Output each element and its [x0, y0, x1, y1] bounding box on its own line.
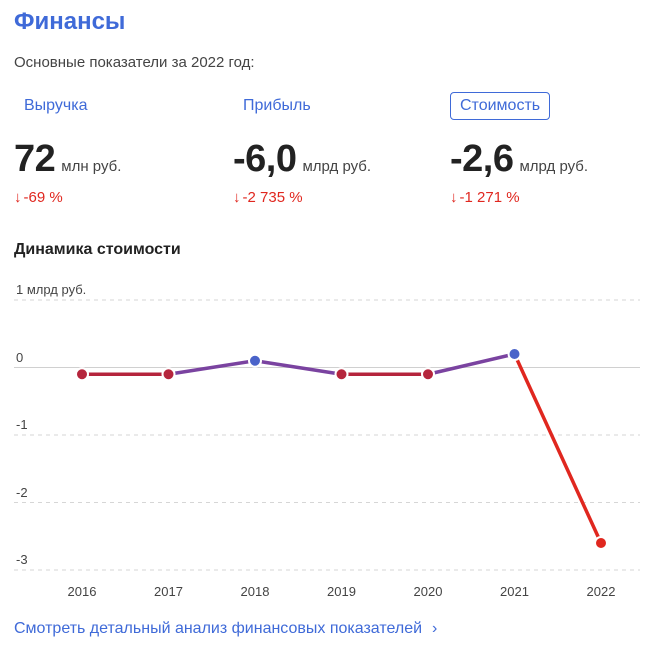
metric-value-cost: Стоимость -2,6 млрд руб. ↓ -1 271 % [450, 92, 654, 206]
x-tick-label: 2017 [154, 584, 183, 599]
metric-value: -6,0 [233, 138, 297, 180]
metric-profit: Прибыль -6,0 млрд руб. ↓ -2 735 % [233, 92, 443, 206]
data-point[interactable] [507, 347, 522, 361]
data-point[interactable] [421, 367, 435, 382]
x-tick-label: 2021 [500, 584, 529, 599]
x-tick-label: 2018 [240, 584, 270, 599]
data-point[interactable] [161, 367, 176, 382]
detailed-analysis-link-label: Смотреть детальный анализ финансовых пок… [14, 620, 423, 637]
page-subtitle: Основные показатели за 2022 год: [14, 54, 255, 71]
metric-value: -2,6 [450, 138, 514, 180]
metric-change: ↓ -1 271 % [450, 189, 654, 206]
tab-revenue[interactable]: Выручка [24, 97, 88, 114]
series-line-segment [166, 359, 257, 376]
page-title: Финансы [14, 8, 126, 35]
x-tick-label: 2016 [67, 584, 97, 599]
data-point[interactable] [594, 536, 608, 550]
metric-value: 72 [14, 138, 56, 180]
y-tick-label: -1 [16, 417, 28, 432]
data-point[interactable] [75, 367, 89, 382]
metric-unit: млрд руб. [302, 158, 372, 175]
chevron-right-icon: › [432, 620, 438, 637]
tab-cost[interactable]: Стоимость [450, 92, 551, 120]
y-tick-label: -3 [16, 552, 28, 567]
metric-unit: млрд руб. [519, 158, 589, 175]
line-chart [14, 299, 640, 571]
metric-change: ↓ -2 735 % [233, 189, 443, 206]
y-tick-label: 0 [16, 349, 24, 365]
arrow-down-icon: ↓ [450, 189, 458, 206]
tab-profit[interactable]: Прибыль [243, 97, 311, 114]
series-line-segment [512, 352, 603, 545]
series-line-segment [426, 352, 517, 376]
series-line-segment [253, 359, 344, 376]
data-point[interactable] [248, 353, 262, 368]
metric-change-value: -2 735 % [242, 189, 303, 206]
y-tick-label: -2 [16, 484, 28, 500]
metric-unit: млн руб. [61, 158, 122, 175]
metric-change-value: -1 271 % [459, 189, 520, 206]
arrow-down-icon: ↓ [233, 189, 241, 206]
arrow-down-icon: ↓ [14, 189, 22, 206]
chart-section-title: Динамика стоимости [14, 241, 181, 258]
data-point[interactable] [334, 367, 349, 382]
metric-revenue: Выручка 72 млн руб. ↓ -69 % [14, 92, 224, 206]
x-tick-label: 2019 [327, 584, 356, 599]
x-tick-label: 2022 [586, 584, 616, 599]
detailed-analysis-link[interactable]: Смотреть детальный анализ финансовых пок… [14, 620, 437, 638]
metric-change-value: -69 % [23, 189, 63, 206]
y-tick-label: 1 млрд руб. [16, 282, 87, 297]
metric-change: ↓ -69 % [14, 189, 224, 206]
x-tick-label: 2020 [413, 584, 443, 599]
